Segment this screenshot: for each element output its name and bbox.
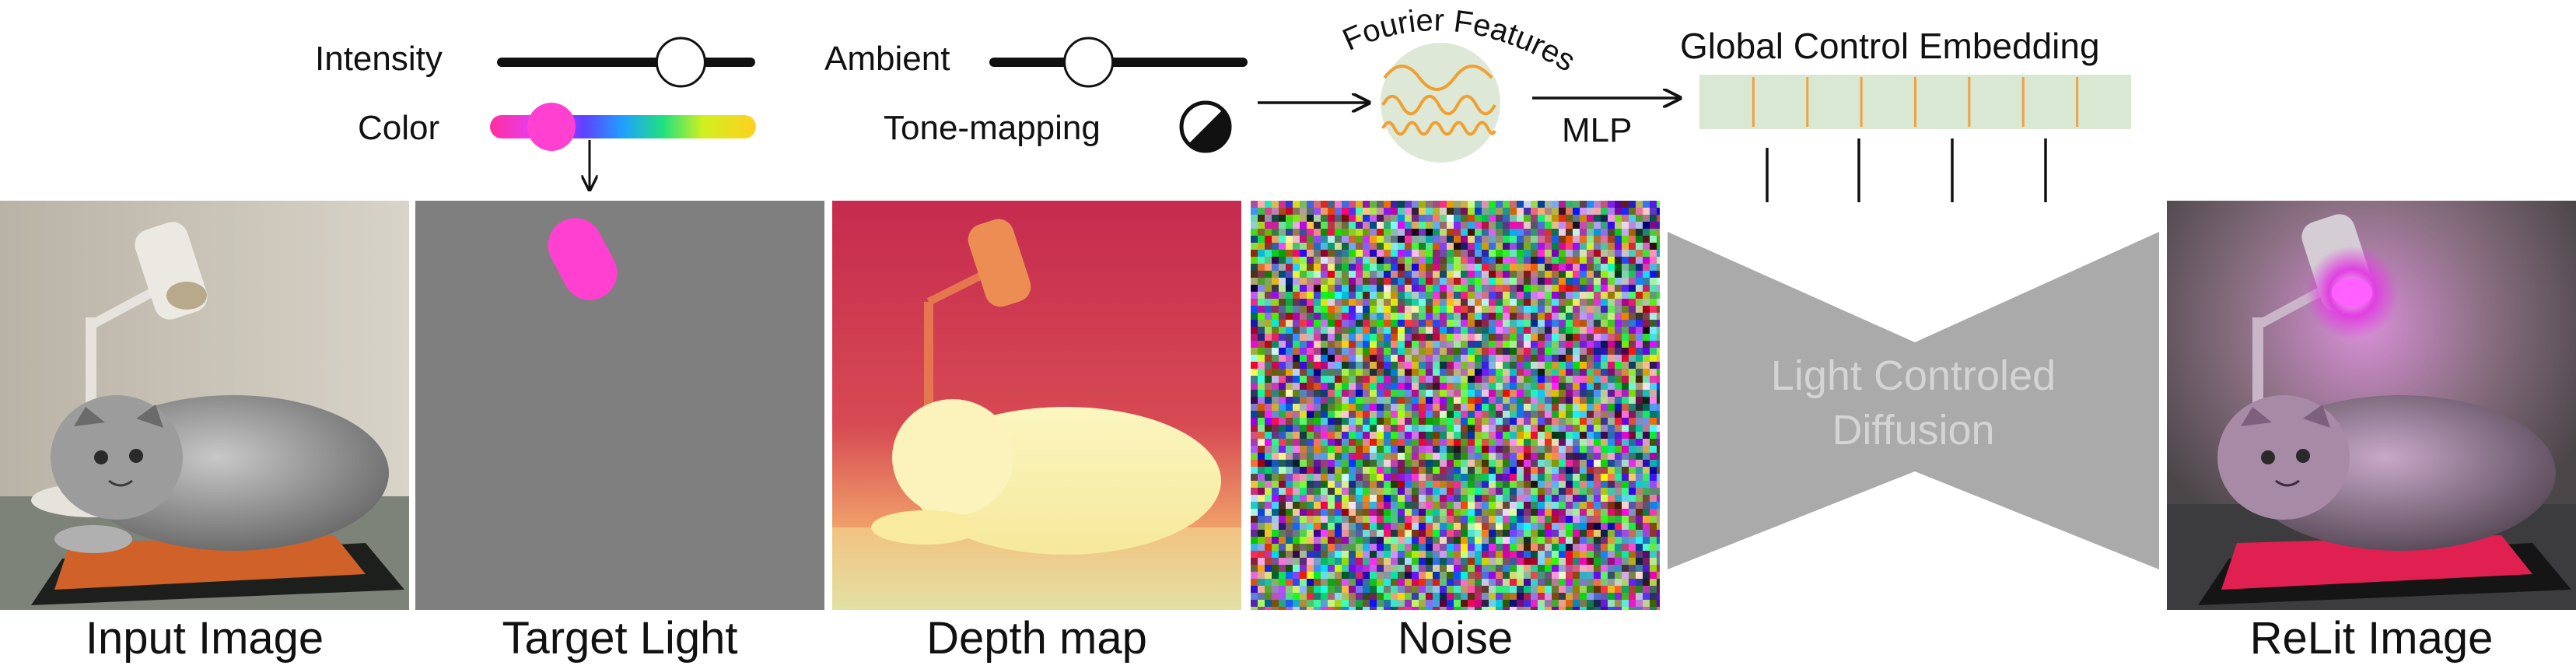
relit-image-photo [2167, 201, 2576, 610]
depth-map-image [832, 201, 1241, 610]
color-label: Color [358, 109, 440, 147]
input-image-photo [0, 201, 409, 610]
caption-noise: Noise [1397, 613, 1514, 664]
ambient-label: Ambient [824, 40, 950, 78]
target-light-panel [415, 201, 824, 610]
relit-image-panel [2167, 201, 2576, 610]
caption-relit-image: ReLit Image [2249, 613, 2494, 664]
noise-image [1251, 201, 1660, 610]
intensity-label: Intensity [315, 40, 443, 78]
tonemapping-icon[interactable] [1179, 100, 1232, 153]
caption-depth-map: Depth map [926, 613, 1147, 664]
caption-input-image: Input Image [85, 613, 324, 664]
diffusion-label-line1: Light Controled [1770, 352, 2056, 399]
global-control-embedding-bar [1699, 75, 2131, 129]
color-slider-knob[interactable] [527, 103, 576, 151]
diffusion-label-line2: Diffusion [1832, 407, 1995, 454]
target-light-map [415, 201, 824, 610]
fourier-waves-icon [1381, 65, 1496, 136]
input-image-panel [0, 201, 409, 610]
intensity-slider-knob[interactable] [655, 37, 706, 88]
mlp-label: MLP [1562, 111, 1633, 149]
controls-graphics: Fourier Features [490, 3, 2131, 202]
tonemapping-label: Tone-mapping [884, 109, 1101, 147]
noise-panel [1251, 201, 1660, 610]
caption-target-light: Target Light [502, 613, 738, 664]
ambient-slider-knob[interactable] [1063, 37, 1115, 88]
depth-map-panel [832, 201, 1241, 610]
diffusion-network-shape [1668, 232, 2159, 569]
target-light-blob [548, 218, 618, 300]
embedding-title: Global Control Embedding [1680, 26, 2100, 66]
embedding-to-diffusion-arrows [1766, 138, 2047, 202]
